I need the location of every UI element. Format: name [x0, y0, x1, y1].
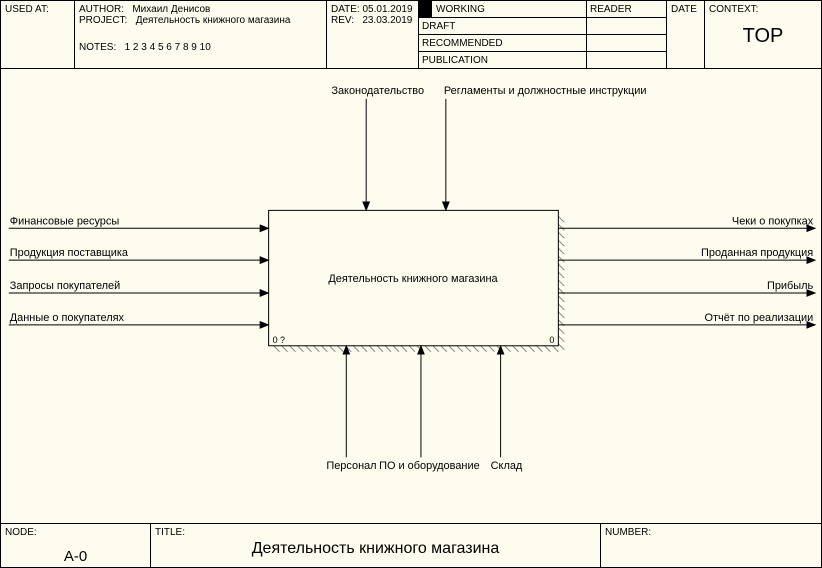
author-cell: AUTHOR: Михаил Денисов PROJECT: Деятельн… — [75, 1, 327, 68]
mechanism-label-0: Персонал — [326, 460, 376, 472]
project-value: Деятельность книжного магазина — [136, 15, 291, 26]
box-left-number: 0 ? — [273, 335, 285, 345]
context-label: CONTEXT: — [709, 4, 758, 15]
status-recommended: RECOMMENDED — [422, 38, 503, 49]
node-cell: NODE: A-0 — [1, 524, 151, 567]
date-label: DATE: — [331, 4, 360, 15]
rev-label: REV: — [331, 15, 354, 26]
author-value: Михаил Денисов — [132, 4, 210, 15]
notes-label: NOTES: — [79, 42, 116, 53]
output-label-1: Проданная продукция — [701, 247, 813, 259]
activity-box-title: Деятельность книжного магазина — [328, 273, 498, 285]
number-label: NUMBER: — [605, 527, 651, 538]
title-value: Деятельность книжного магазина — [252, 540, 500, 557]
date2-label: DATE — [671, 4, 697, 15]
node-label: NODE: — [5, 527, 37, 538]
title-cell: TITLE: Деятельность книжного магазина — [151, 524, 601, 567]
date2-cell: DATE — [667, 1, 705, 68]
box-shadow-bottom — [274, 346, 559, 352]
status-draft: DRAFT — [422, 21, 455, 32]
notes-value: 1 2 3 4 5 6 7 8 9 10 — [125, 42, 211, 53]
output-label-3: Отчёт по реализации — [705, 312, 814, 324]
date-value: 05.01.2019 — [363, 4, 413, 15]
control-label-1: Регламенты и должностные инструкции — [444, 85, 647, 97]
mechanism-label-1: ПО и оборудование — [379, 460, 480, 472]
box-right-number: 0 — [549, 335, 554, 345]
output-label-2: Прибыль — [767, 280, 814, 292]
used-at-label: USED AT: — [5, 4, 49, 15]
context-top: TOP — [743, 25, 784, 47]
author-label: AUTHOR: — [79, 4, 124, 15]
context-cell: CONTEXT: TOP — [705, 1, 821, 68]
status-publication: PUBLICATION — [422, 55, 488, 66]
input-label-3: Данные о покупателях — [10, 312, 125, 324]
idef0-page: USED AT: AUTHOR: Михаил Денисов PROJECT:… — [0, 0, 822, 568]
working-marker — [419, 1, 432, 18]
reader-label: READER — [590, 4, 632, 15]
footer: NODE: A-0 TITLE: Деятельность книжного м… — [1, 523, 821, 567]
output-label-0: Чеки о покупках — [732, 215, 814, 227]
control-label-0: Законодательство — [331, 85, 424, 97]
node-value: A-0 — [64, 548, 87, 565]
project-label: PROJECT: — [79, 15, 127, 26]
used-at-cell: USED AT: — [1, 1, 75, 68]
header: USED AT: AUTHOR: Михаил Денисов PROJECT:… — [1, 1, 821, 69]
date-cell: DATE: 05.01.2019 REV: 23.03.2019 — [327, 1, 419, 68]
number-cell: NUMBER: — [601, 524, 821, 567]
status-cell: WORKING DRAFT RECOMMENDED PUBLICATION — [419, 1, 587, 68]
input-label-0: Финансовые ресурсы — [10, 215, 120, 227]
title-label: TITLE: — [155, 527, 185, 538]
status-working: WORKING — [436, 4, 485, 15]
box-shadow-right — [558, 216, 564, 349]
diagram-area: Деятельность книжного магазина 0 ? 0 Фин… — [1, 69, 821, 523]
reader-cell: READER — [587, 1, 667, 68]
idef0-svg: Деятельность книжного магазина 0 ? 0 Фин… — [1, 69, 821, 523]
mechanism-label-2: Склад — [491, 460, 523, 472]
input-label-2: Запросы покупателей — [10, 280, 120, 292]
input-label-1: Продукция поставщика — [10, 247, 129, 259]
rev-value: 23.03.2019 — [362, 15, 412, 26]
